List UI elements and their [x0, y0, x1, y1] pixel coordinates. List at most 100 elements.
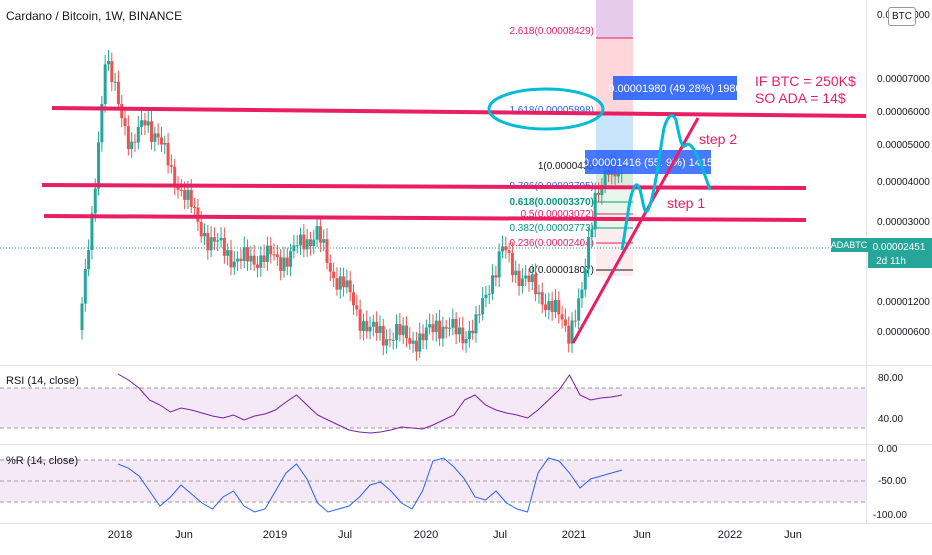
- candle-body: [328, 262, 332, 272]
- candle-body: [355, 305, 359, 310]
- candle-body: [156, 133, 160, 138]
- wr-label: %R (14, close): [6, 455, 78, 467]
- candle-body: [216, 240, 220, 242]
- candle-body: [222, 237, 226, 256]
- fib-label: 0(0.00001807): [529, 265, 594, 276]
- candle-body: [385, 339, 389, 346]
- candle-body: [252, 255, 256, 265]
- candle-body: [169, 165, 173, 167]
- fib-zone-1618: [596, 38, 633, 113]
- wr-axis-label: 0.00: [878, 444, 898, 455]
- candle-body: [332, 271, 336, 279]
- candle-body: [408, 338, 412, 344]
- price-axis-label: 0.00003000: [877, 217, 930, 228]
- candle-body: [517, 270, 521, 287]
- chart-title: Cardano / Bitcoin, 1W, BINANCE: [6, 9, 183, 23]
- candle-body: [308, 239, 312, 246]
- price-axis[interactable]: 0.000090000.000070000.000060000.00005000…: [877, 10, 930, 338]
- candle-body: [279, 257, 283, 271]
- trend-line[interactable]: [571, 117, 700, 344]
- measure-box-1[interactable]: [613, 76, 737, 100]
- time-axis-label: 2018: [108, 529, 132, 541]
- candle-body: [146, 121, 150, 126]
- candle-body: [302, 234, 306, 250]
- candle-body: [583, 269, 587, 290]
- candle-body: [504, 246, 508, 251]
- resistance-line-top[interactable]: [51, 106, 867, 118]
- rsi-axis-label: 80.00: [878, 373, 903, 384]
- candle-body: [616, 173, 620, 177]
- fib-zone-2618: [596, 0, 633, 38]
- time-axis-label: Jun: [784, 529, 802, 541]
- symbol-tag-label: ADABTC: [831, 240, 868, 250]
- rsi-pane[interactable]: [0, 366, 866, 444]
- candle-body: [510, 253, 514, 276]
- candle-body: [179, 189, 183, 191]
- candle-body: [226, 250, 230, 256]
- candle-body: [249, 255, 253, 262]
- countdown-label: 2d 11h: [876, 256, 906, 267]
- last-price-tag: [868, 238, 932, 268]
- price-pane[interactable]: [0, 0, 866, 365]
- currency-badge[interactable]: BTC: [888, 7, 916, 26]
- candle-body: [375, 321, 379, 334]
- candle-body: [236, 258, 240, 262]
- fib-label: 1(0.0000435: [538, 161, 595, 172]
- annotation-step-2: step 2: [699, 131, 737, 147]
- projection-path[interactable]: [620, 114, 712, 251]
- candle-body: [97, 142, 101, 189]
- candle-body: [401, 325, 405, 335]
- candle-body: [229, 250, 233, 268]
- resistance-line-middle[interactable]: [41, 183, 807, 190]
- candle-body: [520, 278, 524, 287]
- candle-body: [428, 324, 432, 328]
- candle-body: [530, 274, 534, 283]
- time-axis-label: 2022: [718, 529, 742, 541]
- candle-body: [411, 340, 415, 344]
- candle-body: [434, 320, 438, 333]
- candle-body: [120, 103, 124, 119]
- resistance-line-bottom[interactable]: [43, 214, 807, 222]
- measure-box-2[interactable]: [585, 150, 711, 174]
- candle-body: [103, 64, 107, 105]
- candle-body: [467, 330, 471, 339]
- candle-body: [312, 239, 316, 246]
- candle-body: [567, 325, 571, 344]
- price-axis-label: 0.00005000: [877, 140, 930, 151]
- candle-body: [212, 237, 216, 242]
- candle-body: [275, 254, 279, 258]
- highlight-ellipse[interactable]: [487, 87, 605, 131]
- candle-body: [540, 292, 544, 305]
- time-axis-label: Jul: [493, 529, 507, 541]
- rsi-line: [117, 373, 623, 434]
- rsi-label: RSI (14, close): [6, 375, 79, 387]
- candle-body: [573, 320, 577, 322]
- candle-body: [464, 338, 468, 344]
- candle-body: [438, 320, 442, 339]
- candle-body: [318, 226, 322, 243]
- time-axis[interactable]: 2018 Jun 2019 Jul 2020 Jul 2021 Jun 2022 Jun: [108, 529, 802, 541]
- candle-body: [454, 319, 458, 335]
- candle-body: [431, 324, 435, 333]
- candle-body: [246, 247, 250, 262]
- annotation-step-1: step 1: [667, 195, 705, 211]
- price-axis-label: 0.00001200: [877, 297, 930, 308]
- time-axis-label: 2021: [562, 529, 586, 541]
- candle-body: [494, 275, 498, 278]
- candle-body: [116, 81, 120, 104]
- candle-body: [481, 298, 485, 315]
- candle-body: [348, 280, 352, 293]
- candle-body: [83, 268, 87, 304]
- candle-body: [603, 170, 607, 186]
- candle-body: [550, 300, 554, 312]
- candle-body: [206, 232, 210, 251]
- candle-body: [113, 81, 117, 83]
- candle-body: [484, 294, 488, 299]
- candle-body: [544, 304, 548, 311]
- candle-body: [133, 141, 137, 143]
- candle-body: [524, 275, 528, 279]
- candle-body: [259, 255, 263, 268]
- candle-body: [368, 326, 372, 332]
